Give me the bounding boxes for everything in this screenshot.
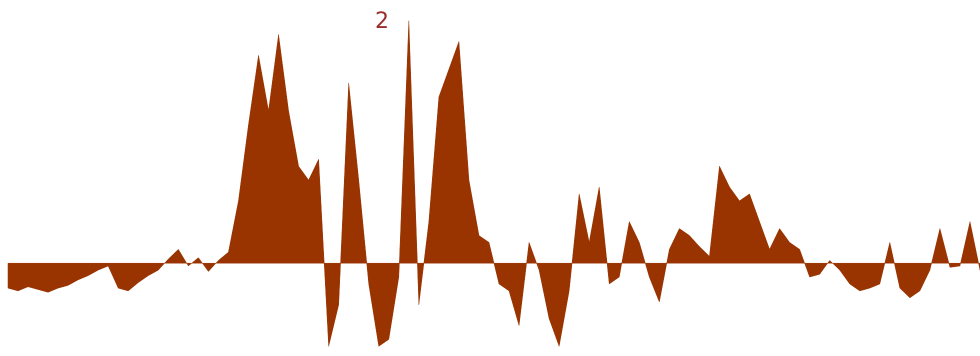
chart-title: 2 xyxy=(375,9,389,34)
area xyxy=(7,20,980,348)
